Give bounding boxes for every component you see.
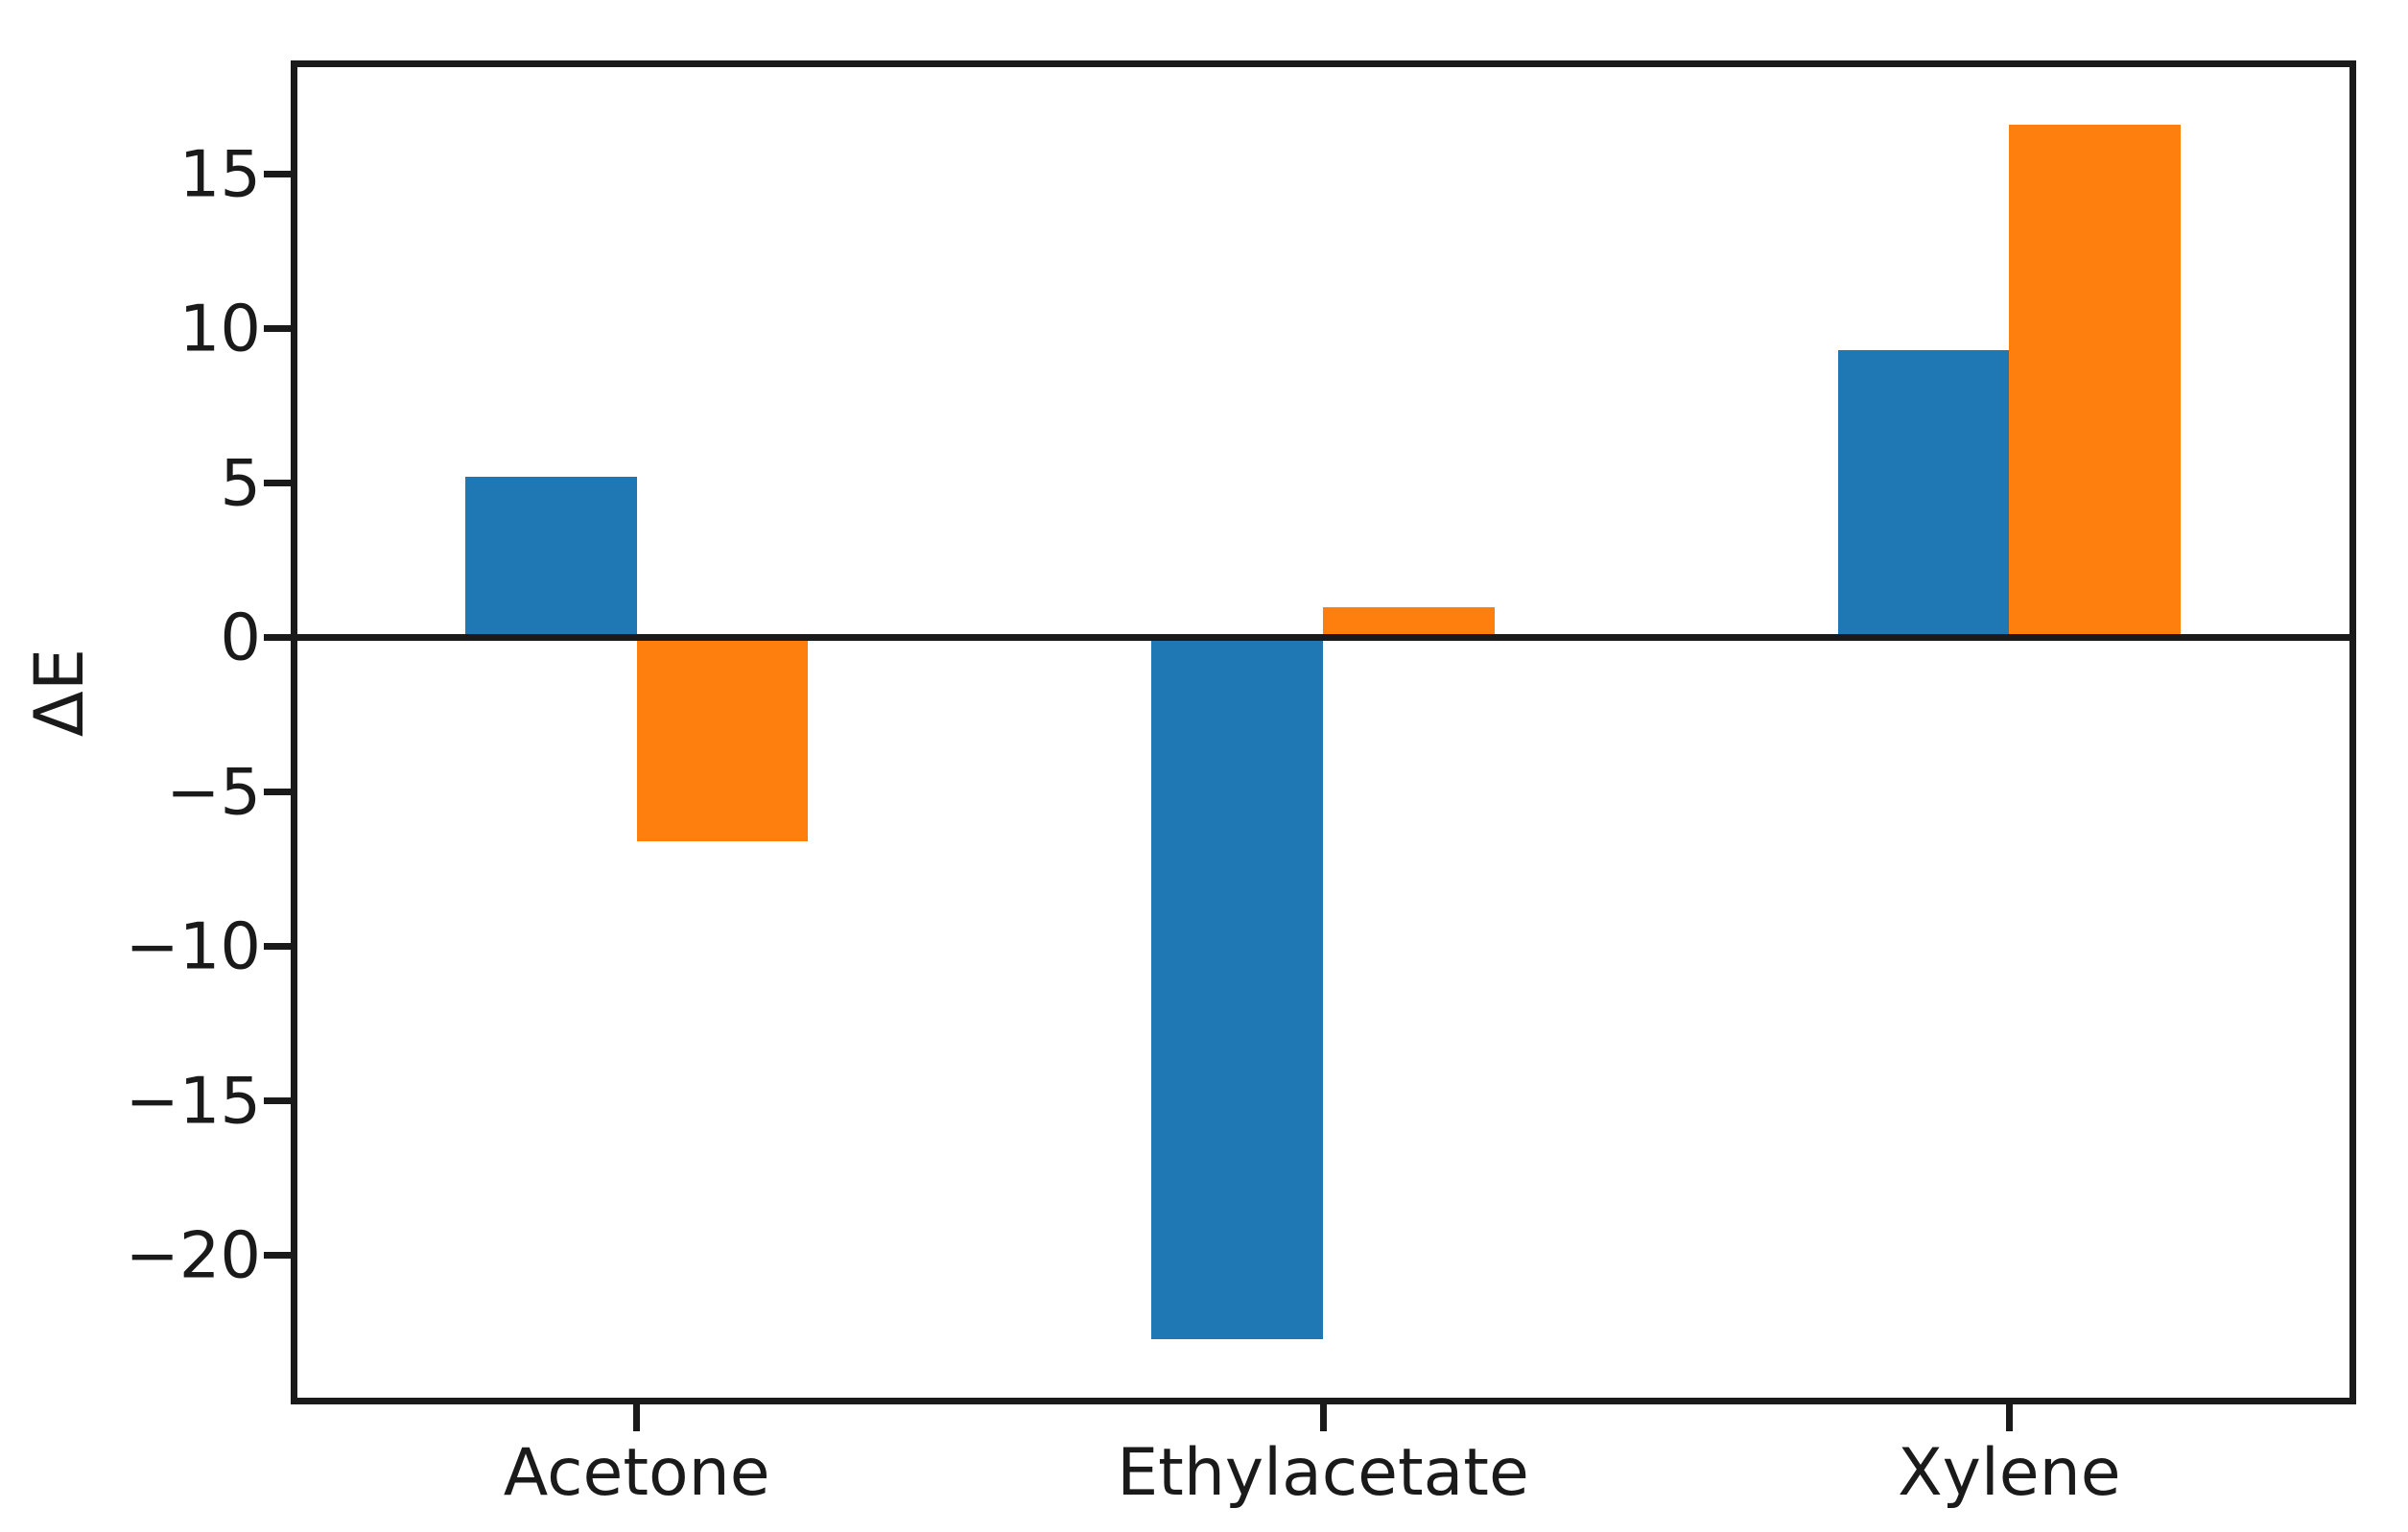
y-tick-label: 5 — [220, 445, 261, 521]
x-tick-label-acetone: Acetone — [503, 1435, 770, 1511]
y-tick-mark — [263, 480, 291, 487]
y-tick-label: −5 — [166, 754, 261, 830]
zero-line — [294, 634, 2352, 642]
x-tick-mark — [1319, 1403, 1327, 1431]
y-tick-label: −15 — [125, 1063, 261, 1139]
x-tick-mark — [2005, 1403, 2013, 1431]
bar-acetone-series-blue — [464, 477, 637, 638]
bar-acetone-series-orange — [636, 637, 809, 842]
y-tick-label: −20 — [125, 1217, 261, 1293]
bar-ethylacetate-series-blue — [1151, 637, 1323, 1339]
y-tick-label: 0 — [220, 600, 261, 675]
y-tick-mark — [263, 789, 291, 796]
y-tick-mark — [263, 634, 291, 642]
bar-xylene-series-orange — [2009, 125, 2182, 638]
x-tick-label-ethylacetate: Ethylacetate — [1117, 1435, 1529, 1511]
y-tick-mark — [263, 325, 291, 333]
y-tick-label: 15 — [178, 136, 261, 212]
y-tick-mark — [263, 1252, 291, 1260]
y-tick-mark — [263, 171, 291, 178]
x-tick-mark — [633, 1403, 641, 1431]
x-tick-label-xylene: Xylene — [1898, 1435, 2121, 1511]
y-tick-mark — [263, 1097, 291, 1105]
y-tick-label: −10 — [125, 908, 261, 984]
plot-area — [290, 59, 2356, 1404]
y-tick-label: 10 — [178, 291, 261, 366]
bar-ethylacetate-series-orange — [1323, 606, 1495, 638]
bar-xylene-series-blue — [1837, 350, 2010, 638]
y-tick-mark — [263, 943, 291, 951]
